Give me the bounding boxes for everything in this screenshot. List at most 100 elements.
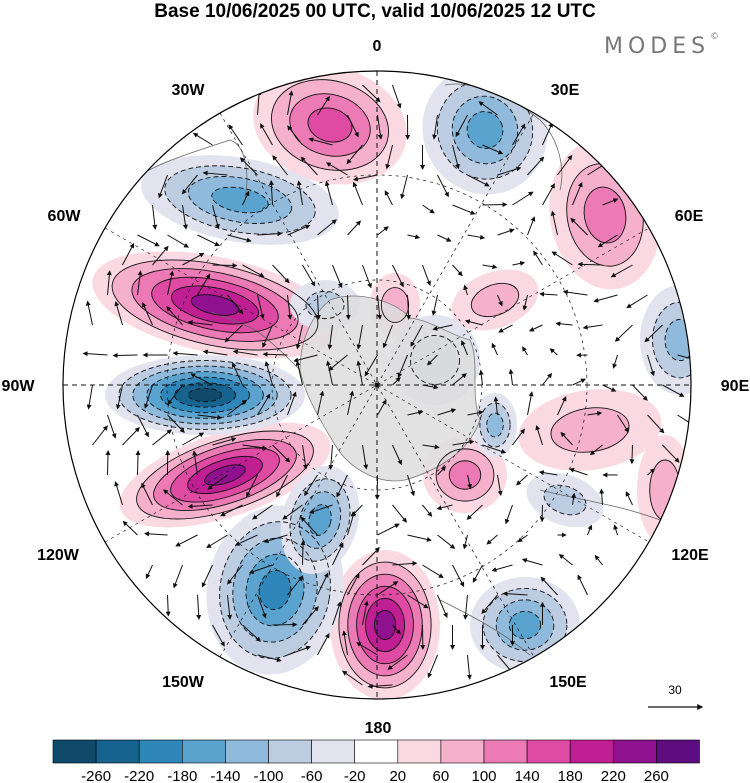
- wind-vector: [212, 204, 220, 230]
- wind-vector: [192, 132, 213, 146]
- wind-vector: [227, 234, 252, 243]
- wind-vector: [257, 231, 283, 237]
- wind-vector: [647, 414, 665, 434]
- lon-label-150w: 150W: [162, 674, 205, 691]
- wind-vector: [464, 319, 483, 326]
- positive-anomaly: [119, 422, 331, 528]
- wind-vector: [342, 670, 363, 686]
- wind-vector: [377, 399, 387, 416]
- wind-vector: [272, 264, 290, 284]
- wind-vector: [287, 224, 311, 236]
- wind-vector: [308, 137, 333, 146]
- wind-vector: [677, 354, 691, 361]
- wind-vector: [466, 654, 472, 680]
- wind-vector: [410, 324, 423, 347]
- wind-vector: [347, 114, 359, 138]
- colorbar-swatch: [656, 739, 700, 764]
- wind-vector: [467, 174, 490, 187]
- wind-vector: [295, 360, 303, 386]
- wind-vector: [152, 245, 169, 266]
- wind-vector: [497, 166, 522, 176]
- wind-vector: [158, 174, 168, 199]
- wind-vector: [287, 90, 294, 116]
- wind-vector: [437, 534, 456, 549]
- wind-vector: [367, 683, 393, 689]
- wind-vector: [557, 396, 567, 416]
- wind-vector: [262, 324, 273, 348]
- wind-vector: [392, 376, 401, 386]
- wind-vector: [231, 362, 243, 386]
- contour-line: [171, 285, 259, 325]
- colorbar-swatch: [440, 739, 485, 764]
- wind-vector: [362, 600, 369, 626]
- colorbar-swatch: [354, 739, 399, 764]
- wind-vector: [629, 444, 635, 465]
- south-america-coast: [139, 139, 248, 201]
- wind-vector: [173, 564, 183, 589]
- wind-vector: [325, 360, 333, 386]
- colorbar-swatch: [95, 739, 140, 764]
- wind-vector: [187, 503, 213, 509]
- wind-vector: [508, 368, 514, 386]
- wind-vector: [482, 444, 507, 454]
- wind-vector: [432, 324, 453, 331]
- wind-vector: [252, 504, 273, 520]
- wind-vector: [293, 354, 318, 363]
- wind-vector: [242, 190, 250, 206]
- contour-line: [187, 455, 263, 495]
- wind-vector: [626, 294, 648, 309]
- wind-vector: [257, 594, 267, 619]
- wind-vector: [557, 154, 573, 176]
- contour-line: [305, 290, 345, 320]
- wind-vector: [431, 294, 438, 316]
- wind-vector: [467, 234, 486, 240]
- wind-vector: [538, 470, 558, 476]
- colorbar-tick-label: -260: [81, 768, 111, 783]
- wind-vector: [452, 439, 475, 446]
- colorbar-swatch: [526, 739, 571, 764]
- wind-vector: [352, 181, 363, 206]
- wind-vector: [114, 481, 123, 506]
- wind-vector: [602, 198, 619, 206]
- wind-vector: [555, 321, 573, 327]
- wind-vector: [472, 564, 483, 583]
- wind-vector: [614, 324, 633, 342]
- wind-vector: [152, 429, 172, 446]
- lon-label-90e: 90E: [721, 378, 750, 395]
- wind-vector: [497, 228, 515, 236]
- brand-logo: MODES©: [604, 32, 720, 59]
- wind-vector: [115, 384, 123, 410]
- contour-line: [486, 412, 504, 438]
- contour-line: [187, 387, 223, 403]
- wind-vector: [272, 444, 291, 463]
- wind-vector: [597, 234, 618, 248]
- wind-vector: [287, 645, 311, 656]
- wind-vector: [422, 264, 431, 286]
- wind-vector: [602, 384, 617, 392]
- wind-vector: [246, 474, 258, 498]
- wind-vector: [482, 264, 498, 270]
- wind-vector: [137, 414, 149, 438]
- wind-vector: [196, 594, 202, 620]
- wind-vector: [392, 624, 401, 635]
- wind-vector: [315, 294, 321, 320]
- wind-vector: [570, 217, 588, 236]
- wind-vector: [625, 491, 633, 506]
- colorbar-tick-label: -60: [301, 768, 323, 783]
- wind-vector: [317, 219, 337, 236]
- wind-vector: [242, 444, 268, 451]
- wind-vector: [558, 554, 573, 566]
- colorbar-tick-label: 140: [515, 768, 540, 783]
- wind-vector: [262, 351, 288, 357]
- wind-vector: [527, 156, 545, 176]
- wind-vector: [491, 342, 498, 356]
- wind-vector: [167, 384, 183, 405]
- wind-vector: [437, 174, 449, 198]
- wind-vector: [332, 601, 342, 626]
- wind-vector: [452, 564, 465, 588]
- wind-vector: [362, 444, 369, 470]
- contour-line: [173, 382, 237, 408]
- copyright-mark: ©: [710, 32, 720, 42]
- wind-vector: [422, 444, 440, 450]
- wind-vector: [256, 90, 262, 116]
